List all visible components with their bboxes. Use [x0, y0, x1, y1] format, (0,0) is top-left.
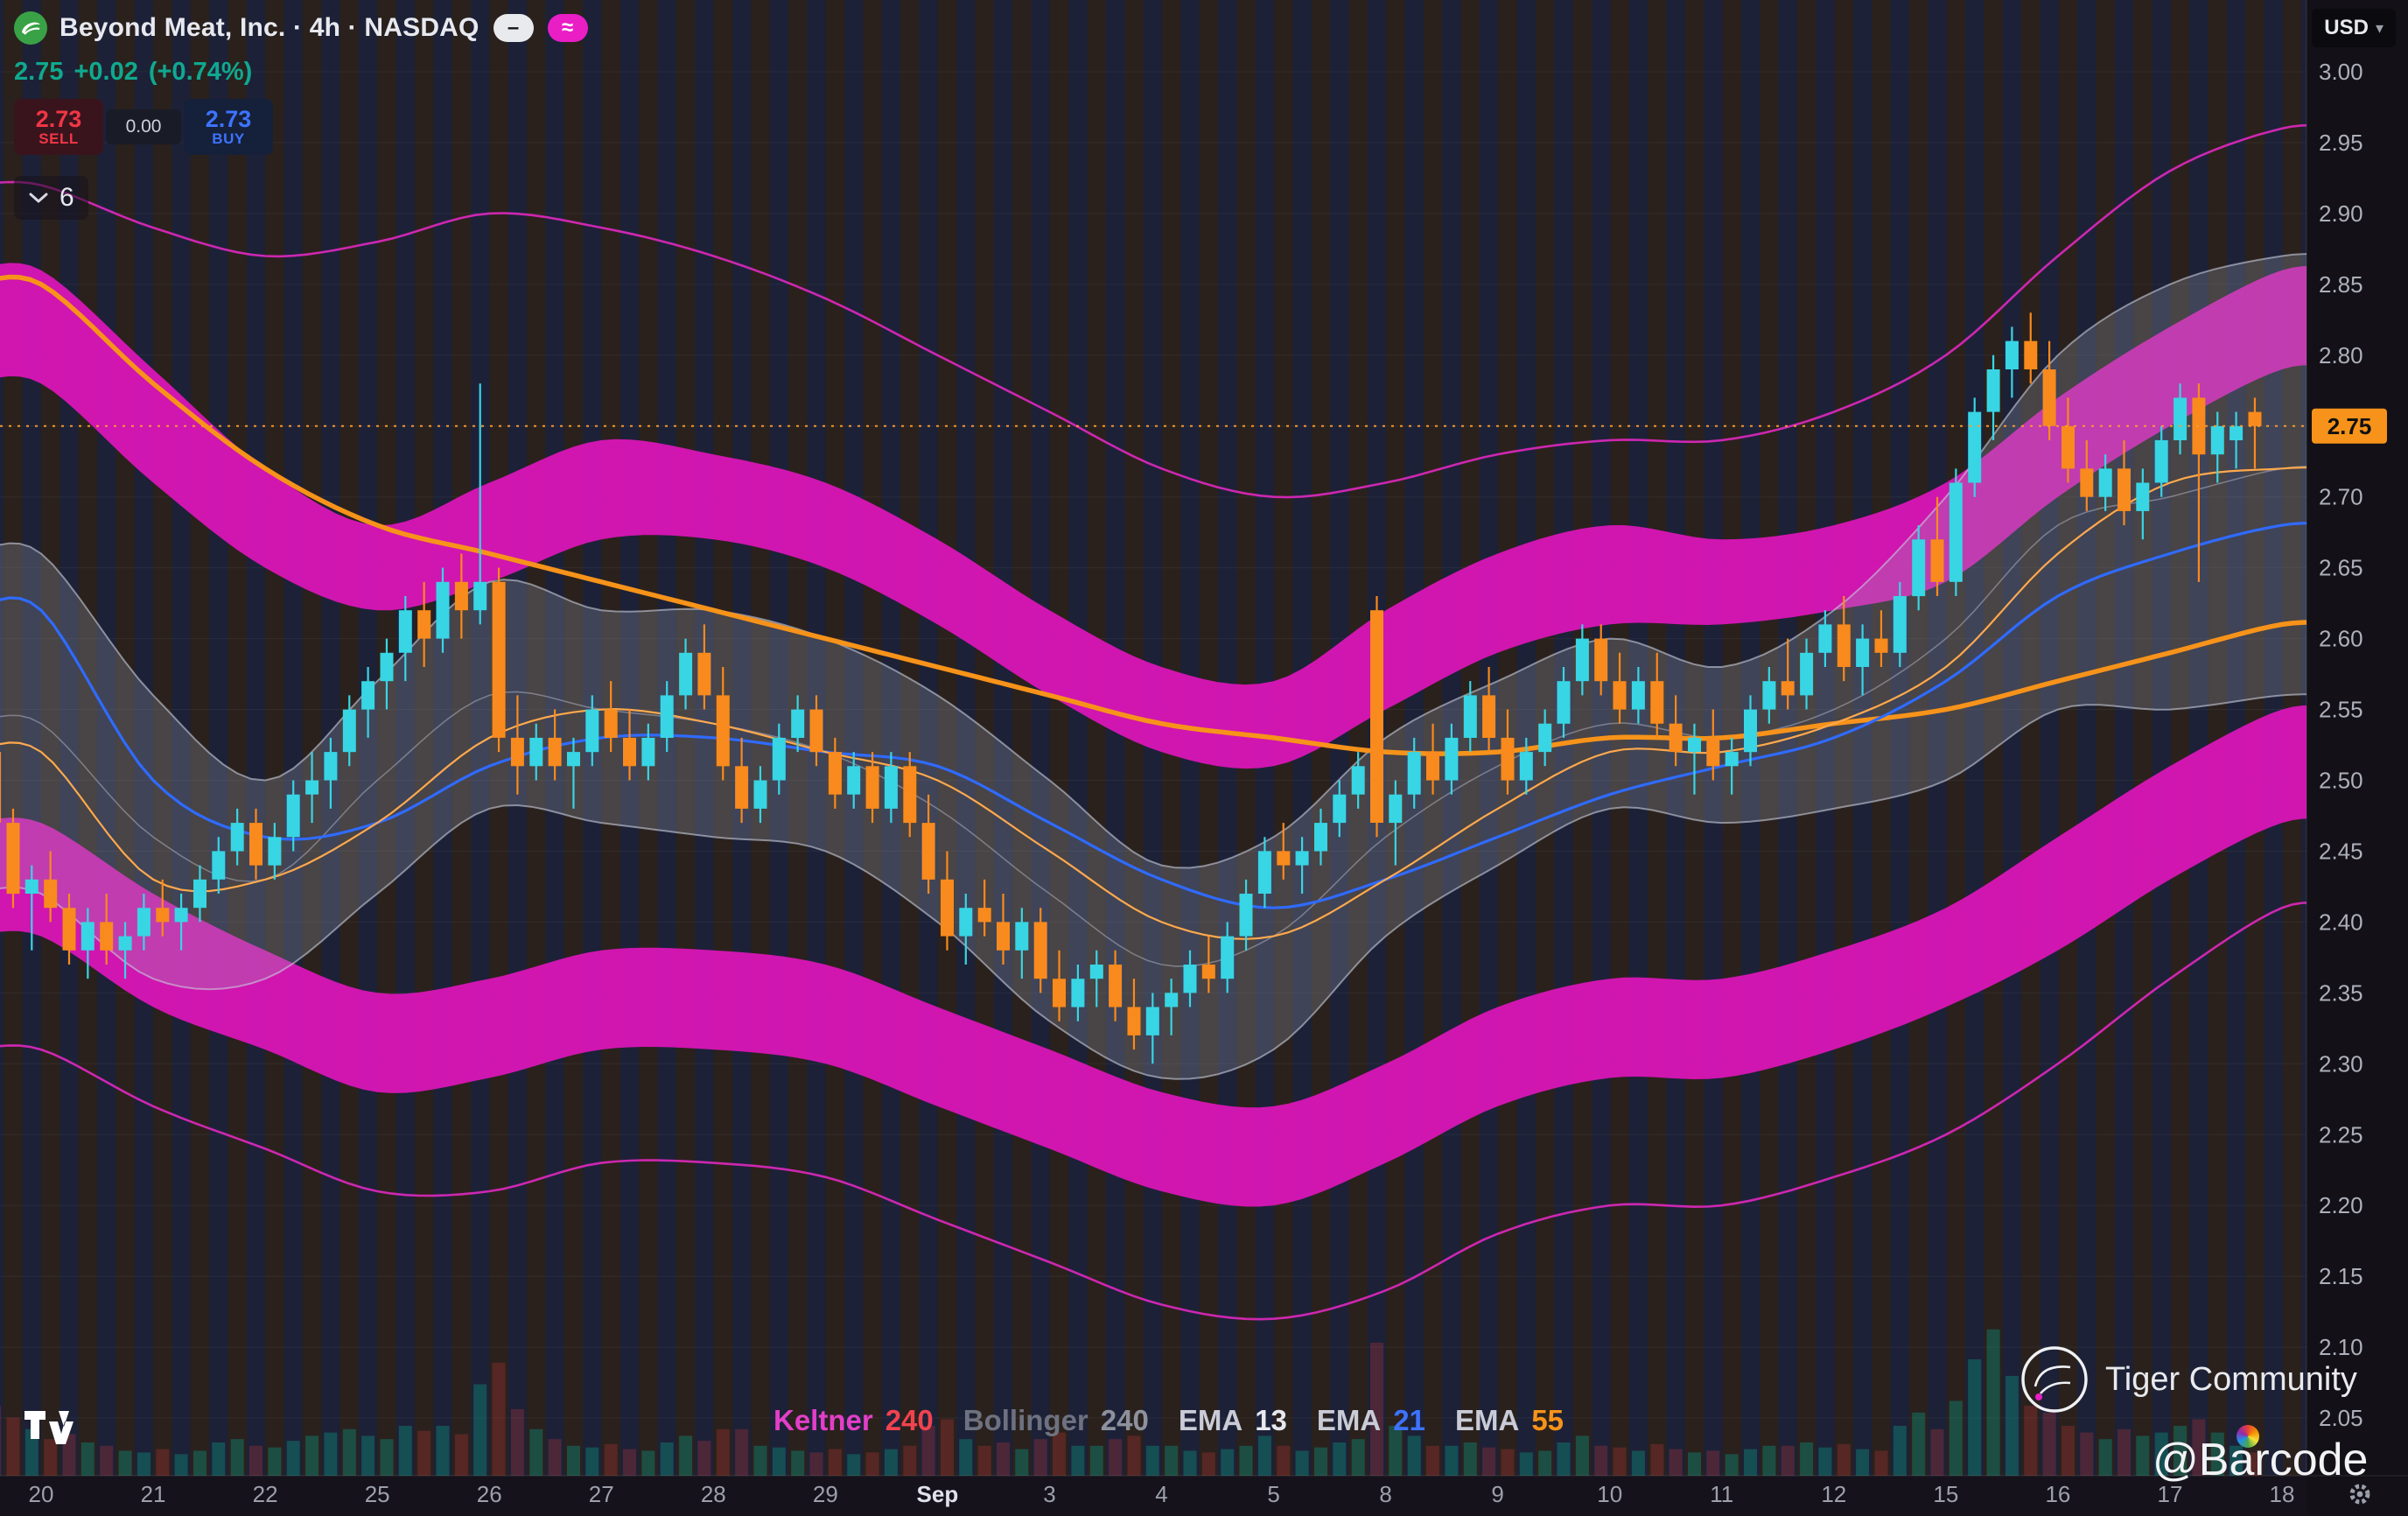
price-tick-label: 2.80: [2319, 342, 2363, 368]
price-tick-label: 2.90: [2319, 200, 2363, 227]
sell-label: SELL: [38, 130, 79, 148]
chevron-down-icon: ▾: [2375, 18, 2384, 37]
time-axis[interactable]: 20 21 22 25 26 27 28 29 Sep 3 4 5 8 9 10 11 12 15 16 17 18: [0, 1475, 2408, 1516]
candles-layer: [0, 312, 2262, 1064]
time-tick-label: 26: [477, 1481, 502, 1507]
time-tick-label: 9: [1491, 1481, 1503, 1507]
legend-item-ema-13[interactable]: EMA 13: [1179, 1404, 1287, 1437]
time-tick-label: 15: [1933, 1481, 1958, 1507]
time-tick-label: 20: [29, 1481, 54, 1507]
price-tick-label: 2.15: [2319, 1263, 2363, 1289]
buy-button[interactable]: 2.73 BUY: [184, 99, 273, 155]
price-change-percent: (+0.74%): [148, 58, 253, 86]
symbol-row: Beyond Meat, Inc. · 4h · NASDAQ – ≈: [14, 9, 588, 47]
legend-item-keltner-240[interactable]: Keltner 240: [774, 1404, 934, 1437]
time-tick-label: 3: [1043, 1481, 1055, 1507]
time-tick-label: 4: [1155, 1481, 1167, 1507]
time-tick-label: 5: [1267, 1481, 1279, 1507]
price-tick-label: 2.60: [2319, 626, 2363, 652]
price-tick-label: 2.70: [2319, 484, 2363, 510]
time-tick-label: 21: [141, 1481, 166, 1507]
ema-lines-layer: [0, 274, 2306, 940]
chart-header: Beyond Meat, Inc. · 4h · NASDAQ – ≈ 2.75…: [14, 9, 588, 220]
price-tick-label: 2.65: [2319, 555, 2363, 581]
time-tick-label: 12: [1821, 1481, 1846, 1507]
price-change-value: +0.02: [74, 58, 138, 86]
indicator-toggle-wave[interactable]: ≈: [547, 14, 588, 42]
price-axis[interactable]: 3.00 2.95 2.90 2.85 2.80 2.75 2.70 2.65 2.60 2.55…: [2306, 0, 2408, 1516]
beyond-meat-logo-icon: [14, 11, 47, 45]
time-tick-label: 17: [2157, 1481, 2182, 1507]
object-tree-collapse-button[interactable]: 6: [14, 176, 88, 220]
last-price-value: 2.75: [14, 58, 64, 86]
chevron-down-icon: [29, 193, 48, 203]
price-tick-label: 2.25: [2319, 1121, 2363, 1148]
tiger-community-watermark: Tiger Community: [2018, 1343, 2357, 1416]
legend-value: 55: [1531, 1404, 1564, 1436]
price-tick-label: 2.55: [2319, 697, 2363, 723]
buy-label: BUY: [212, 130, 245, 148]
currency-selector[interactable]: USD ▾: [2312, 9, 2396, 47]
volume-layer: [0, 1329, 2262, 1476]
legend-label: EMA: [1454, 1404, 1520, 1436]
price-tick-label: 2.95: [2319, 130, 2363, 156]
legend-value: 13: [1255, 1404, 1287, 1436]
price-tick-label: 2.85: [2319, 271, 2363, 298]
currency-value: USD: [2324, 16, 2369, 39]
legend-value: 21: [1393, 1404, 1425, 1436]
collapsed-count: 6: [60, 183, 74, 212]
axis-settings-gear-icon[interactable]: [2347, 1481, 2373, 1507]
time-tick-label: 25: [365, 1481, 390, 1507]
price-tick-label: 2.30: [2319, 1050, 2363, 1077]
barcode-handle-watermark: @Barcode: [2152, 1435, 2369, 1485]
symbol-title[interactable]: Beyond Meat, Inc. · 4h · NASDAQ: [60, 13, 480, 42]
legend-label: EMA: [1178, 1404, 1243, 1436]
sell-button[interactable]: 2.73 SELL: [14, 99, 103, 155]
keltner-channel-layer: [0, 123, 2306, 1321]
time-tick-label: 11: [1710, 1481, 1733, 1507]
legend-label: Bollinger: [962, 1404, 1088, 1436]
time-tick-label: 16: [2045, 1481, 2070, 1507]
legend-item-bollinger-240[interactable]: Bollinger 240: [963, 1404, 1149, 1437]
legend-item-ema-55[interactable]: EMA 55: [1455, 1404, 1564, 1437]
price-tick-label: 2.35: [2319, 979, 2363, 1006]
time-tick-label: 27: [589, 1481, 614, 1507]
buy-price: 2.73: [205, 105, 252, 132]
time-tick-label: 8: [1379, 1481, 1391, 1507]
price-tick-label: 2.20: [2319, 1192, 2363, 1218]
tiger-community-label: Tiger Community: [2105, 1360, 2357, 1398]
trade-widget: 2.73 SELL 0.00 2.73 BUY: [14, 99, 588, 155]
legend-label: Keltner: [774, 1404, 873, 1436]
legend-item-ema-21[interactable]: EMA 21: [1317, 1404, 1425, 1437]
price-tick-label: 2.50: [2319, 768, 2363, 794]
tiger-community-logo-icon: [2021, 1346, 2088, 1413]
tradingview-logo-icon[interactable]: [23, 1406, 77, 1446]
price-tick-label: 2.45: [2319, 838, 2363, 864]
time-tick-label: 29: [813, 1481, 838, 1507]
legend-label: EMA: [1316, 1404, 1382, 1436]
price-tick-label: 2.05: [2319, 1405, 2363, 1431]
last-price-tag: [2312, 408, 2387, 444]
price-tick-label: 3.00: [2319, 59, 2363, 85]
spread-value: 0.00: [106, 109, 181, 144]
indicator-toggle-minus[interactable]: –: [493, 14, 534, 42]
time-tick-label: 18: [2270, 1481, 2295, 1507]
time-tick-label: Sep: [917, 1481, 959, 1507]
time-tick-label: 22: [253, 1481, 278, 1507]
last-price-tag-label: 2.75: [2328, 413, 2372, 439]
legend-value: 240: [885, 1404, 934, 1436]
legend-value: 240: [1100, 1404, 1149, 1436]
time-tick-label: 10: [1597, 1481, 1622, 1507]
rainbow-badge-icon: [2236, 1425, 2259, 1448]
price-tick-label: 2.40: [2319, 909, 2363, 935]
sell-price: 2.73: [35, 105, 82, 132]
price-tick-label: 2.10: [2319, 1334, 2363, 1360]
indicator-legend: Keltner 240 Bollinger 240 EMA 13 EMA 21 EMA 55: [774, 1404, 1564, 1437]
time-tick-label: 28: [701, 1481, 726, 1507]
price-readout: 2.75 +0.02 (+0.74%): [14, 58, 588, 87]
